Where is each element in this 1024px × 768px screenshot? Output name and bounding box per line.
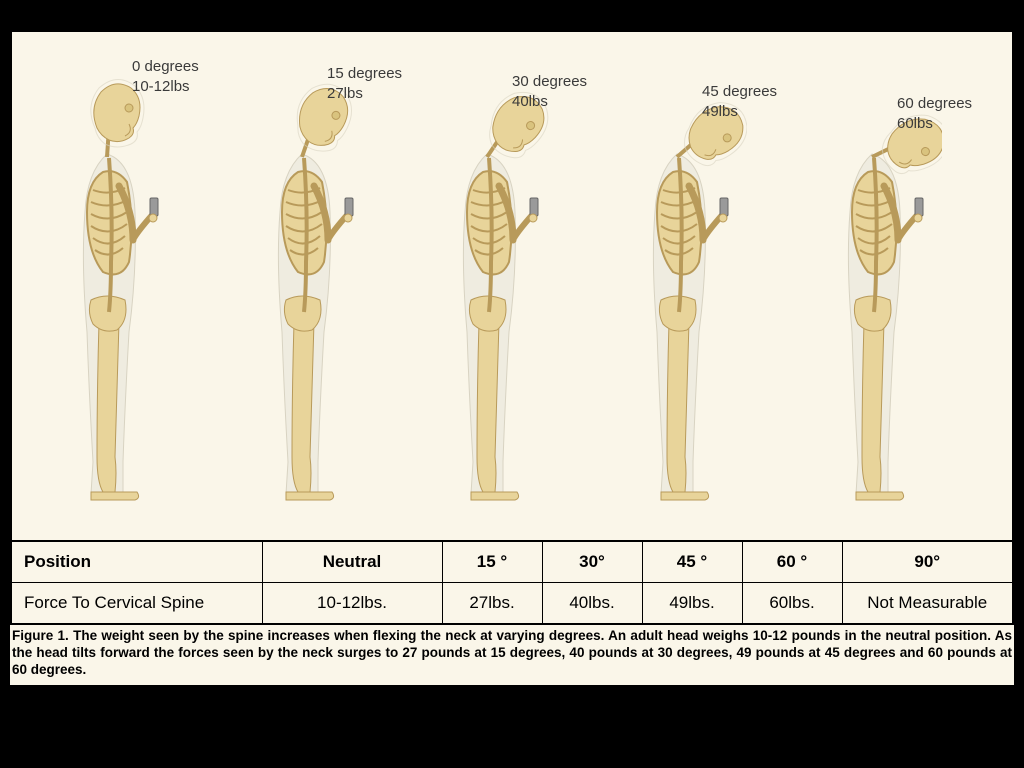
skeleton-figure-icon xyxy=(37,62,177,502)
table-header: Neutral xyxy=(262,542,442,583)
posture-figure xyxy=(232,62,432,502)
skeleton-figure-icon xyxy=(417,62,557,502)
figure-caption: Figure 1. The weight seen by the spine i… xyxy=(10,625,1014,685)
degrees-label: 45 degrees xyxy=(702,82,777,102)
degrees-label: 15 degrees xyxy=(327,64,402,84)
figure-illustration-area: 0 degrees10-12lbs 15 degrees27lbs xyxy=(12,32,1012,542)
posture-figure xyxy=(417,62,617,502)
table-header-position: Position xyxy=(12,542,262,583)
skeleton-figure-icon xyxy=(232,62,372,502)
degrees-label: 60 degrees xyxy=(897,94,972,114)
figure-label: 15 degrees27lbs xyxy=(327,64,402,105)
weight-label: 49lbs xyxy=(702,102,777,122)
figure-panel: 0 degrees10-12lbs 15 degrees27lbs xyxy=(10,30,1014,625)
degrees-label: 0 degrees xyxy=(132,57,199,77)
posture-figure xyxy=(607,62,807,502)
weight-label: 40lbs xyxy=(512,92,587,112)
table-cell: 40lbs. xyxy=(542,583,642,624)
figure-label: 30 degrees40lbs xyxy=(512,72,587,113)
table-cell: 27lbs. xyxy=(442,583,542,624)
table-cell: 60lbs. xyxy=(742,583,842,624)
table-header: 30° xyxy=(542,542,642,583)
table-header: 45 ° xyxy=(642,542,742,583)
degrees-label: 30 degrees xyxy=(512,72,587,92)
skeleton-figure-icon xyxy=(607,62,747,502)
weight-label: 60lbs xyxy=(897,114,972,134)
table-cell: 49lbs. xyxy=(642,583,742,624)
table-header: 60 ° xyxy=(742,542,842,583)
figure-label: 60 degrees60lbs xyxy=(897,94,972,135)
table-header: 90° xyxy=(842,542,1012,583)
table-cell: Not Measurable xyxy=(842,583,1012,624)
table-cell: 10-12lbs. xyxy=(262,583,442,624)
figure-label: 0 degrees10-12lbs xyxy=(132,57,199,98)
weight-label: 10-12lbs xyxy=(132,77,199,97)
table-row-label: Force To Cervical Spine xyxy=(12,583,262,624)
figure-label: 45 degrees49lbs xyxy=(702,82,777,123)
table-header: 15 ° xyxy=(442,542,542,583)
weight-label: 27lbs xyxy=(327,84,402,104)
posture-figure xyxy=(37,62,237,502)
force-table: PositionNeutral15 °30°45 °60 °90° Force T… xyxy=(12,542,1012,623)
